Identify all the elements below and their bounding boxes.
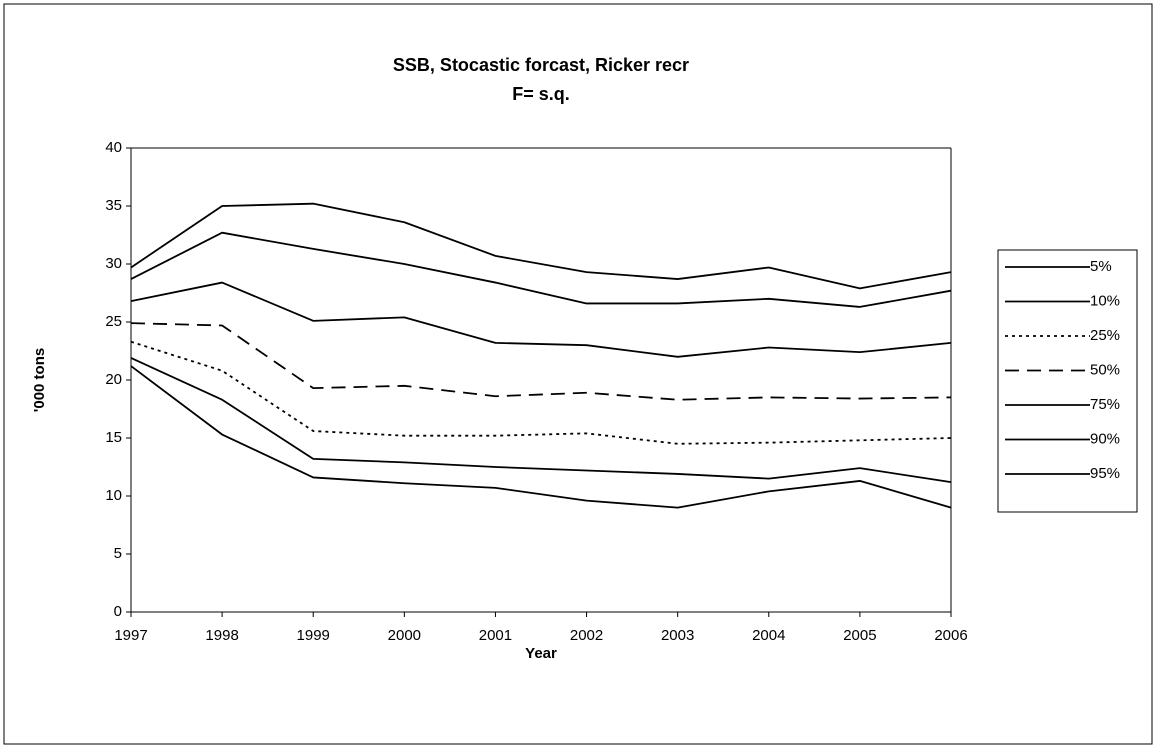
x-tick-label: 2006 bbox=[934, 627, 967, 644]
x-tick-label: 2001 bbox=[479, 627, 512, 644]
series-line bbox=[130, 202, 952, 290]
x-tick-label: 2000 bbox=[388, 627, 421, 644]
y-tick-label: 25 bbox=[105, 313, 122, 330]
legend-label: 50% bbox=[1090, 361, 1120, 378]
chart-title: SSB, Stocastic forcast, Ricker recr bbox=[393, 55, 689, 75]
y-tick-label: 5 bbox=[114, 545, 122, 562]
legend-label: 75% bbox=[1090, 396, 1120, 413]
y-axis-title: '000 tons bbox=[31, 348, 48, 412]
x-tick-label: 2002 bbox=[570, 627, 603, 644]
legend-label: 10% bbox=[1090, 292, 1120, 309]
x-tick-label: 2004 bbox=[752, 627, 785, 644]
series-line bbox=[130, 322, 952, 401]
series-line bbox=[130, 231, 952, 308]
legend-label: 5% bbox=[1090, 258, 1112, 275]
x-tick-label: 1997 bbox=[114, 627, 147, 644]
legend-label: 90% bbox=[1090, 430, 1120, 447]
y-tick-label: 0 bbox=[114, 603, 122, 620]
y-tick-label: 40 bbox=[105, 139, 122, 156]
y-tick-label: 10 bbox=[105, 487, 122, 504]
x-tick-label: 2005 bbox=[843, 627, 876, 644]
series-line bbox=[130, 357, 952, 483]
y-tick-label: 35 bbox=[105, 197, 122, 214]
x-axis-title: Year bbox=[525, 645, 557, 662]
x-tick-label: 1998 bbox=[205, 627, 238, 644]
series-line bbox=[130, 281, 952, 358]
x-tick-label: 2003 bbox=[661, 627, 694, 644]
legend-label: 95% bbox=[1090, 465, 1120, 482]
legend-label: 25% bbox=[1090, 327, 1120, 344]
y-tick-label: 20 bbox=[105, 371, 122, 388]
legend-box bbox=[997, 249, 1138, 513]
y-tick-label: 30 bbox=[105, 255, 122, 272]
x-tick-label: 1999 bbox=[297, 627, 330, 644]
chart-subtitle: F= s.q. bbox=[512, 84, 570, 104]
chart-frame bbox=[3, 3, 1153, 745]
series-line bbox=[130, 365, 952, 509]
y-tick-label: 15 bbox=[105, 429, 122, 446]
